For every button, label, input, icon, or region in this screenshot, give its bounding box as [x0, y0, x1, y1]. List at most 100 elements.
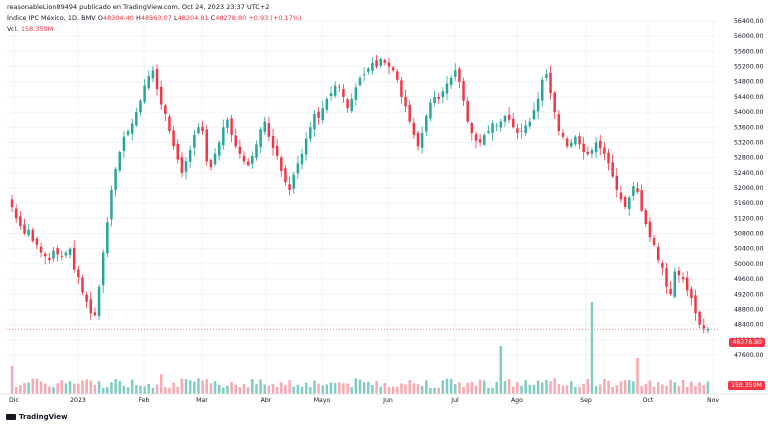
- volume-bar: [445, 378, 449, 394]
- candle-body: [474, 134, 478, 141]
- volume-bar: [288, 380, 291, 394]
- volume-bar: [598, 384, 602, 394]
- candle-body: [425, 115, 428, 132]
- x-tick-label: Abr: [261, 397, 272, 404]
- candle-body: [284, 168, 287, 183]
- candle-body: [126, 131, 130, 135]
- volume-bar: [400, 383, 403, 394]
- volume-bar: [151, 387, 155, 394]
- candle-body: [449, 77, 453, 86]
- volume-bar: [367, 381, 370, 394]
- volume-bar: [280, 382, 283, 394]
- candle-body: [238, 146, 242, 154]
- candle-body: [342, 89, 345, 97]
- high-value: 48563.07: [140, 14, 172, 22]
- volume-bar: [48, 386, 51, 394]
- candle-body: [201, 126, 204, 132]
- volume-bar: [64, 383, 68, 394]
- volume-bar: [31, 378, 35, 394]
- volume-bar: [470, 381, 474, 394]
- candle-body: [478, 139, 482, 143]
- volume-bar: [56, 383, 59, 394]
- candle-body: [491, 123, 494, 133]
- open-value: 48304.40: [102, 14, 134, 22]
- x-tick-label: Sep: [580, 397, 592, 404]
- volume-bar: [371, 385, 374, 394]
- candle-body: [379, 58, 382, 66]
- x-tick-label: Nov: [707, 397, 719, 404]
- volume-bar: [338, 382, 341, 394]
- volume-bar: [553, 378, 556, 394]
- volume-bar: [549, 381, 552, 394]
- volume-bar: [325, 384, 329, 394]
- volume-bar: [387, 387, 391, 394]
- volume-bar: [263, 384, 266, 394]
- candle-body: [698, 311, 701, 325]
- candle-body: [499, 121, 503, 128]
- candle-body: [524, 125, 527, 133]
- volume-bar: [209, 383, 213, 394]
- volume-bar: [106, 387, 109, 394]
- volume-bar: [478, 379, 482, 394]
- candle-body: [292, 174, 295, 189]
- x-tick-label: Jun: [382, 397, 393, 404]
- candle-body: [114, 169, 117, 191]
- volume-bar: [197, 378, 200, 394]
- volume-bar: [10, 366, 14, 394]
- volume-bar: [541, 382, 544, 394]
- change-value: +0.93 (+0.17%): [248, 14, 302, 22]
- volume-bar: [640, 385, 643, 394]
- candle-body: [304, 138, 308, 155]
- volume-bar: [39, 381, 43, 394]
- volume-bar: [474, 385, 478, 394]
- volume-bar: [242, 383, 246, 394]
- candle-body: [267, 123, 271, 137]
- volume-bar: [690, 381, 693, 394]
- volume-bar: [499, 346, 503, 394]
- y-tick-label: 53200.00: [734, 139, 764, 146]
- volume-bar: [466, 382, 469, 394]
- candle-body: [101, 252, 105, 286]
- volume-bar: [259, 379, 262, 394]
- volume-bar: [251, 378, 254, 394]
- candle-body: [97, 286, 101, 316]
- close-value: 48278.80: [215, 14, 247, 22]
- candle-body: [702, 325, 706, 329]
- candle-body: [557, 114, 561, 132]
- volume-bar: [487, 387, 490, 394]
- last-volume-badge: 158.359M: [728, 381, 765, 390]
- volume-bar: [354, 378, 358, 394]
- open-label: O: [97, 14, 103, 22]
- y-tick-label: 51200.00: [734, 215, 764, 222]
- candle-body: [226, 119, 229, 128]
- volume-bar: [317, 383, 320, 394]
- candle-body: [106, 222, 109, 254]
- volume-bar: [193, 381, 196, 394]
- volume-bar: [528, 384, 532, 394]
- candle-body: [541, 79, 544, 101]
- volume-bar: [425, 380, 428, 394]
- candle-body: [690, 289, 693, 299]
- candle-body: [72, 247, 76, 270]
- volume-bar: [292, 386, 295, 394]
- candle-body: [93, 312, 97, 316]
- volume-bar: [309, 387, 312, 394]
- candle-body: [466, 101, 469, 122]
- candle-body: [246, 161, 250, 166]
- y-tick-label: 50000.00: [734, 261, 764, 268]
- candle-body: [437, 96, 440, 99]
- tradingview-brand[interactable]: TradingView: [6, 413, 68, 421]
- volume-bar: [97, 381, 101, 394]
- candle-body: [487, 131, 490, 133]
- candle-body: [217, 142, 221, 156]
- candle-body: [10, 199, 14, 207]
- volume-bar: [130, 379, 134, 394]
- candle-body: [503, 115, 507, 122]
- candle-body: [143, 85, 146, 102]
- volume-bar: [458, 382, 461, 394]
- candle-body: [416, 132, 420, 147]
- candle-body: [565, 138, 569, 147]
- candle-body: [309, 127, 312, 139]
- volume-bar: [147, 383, 150, 394]
